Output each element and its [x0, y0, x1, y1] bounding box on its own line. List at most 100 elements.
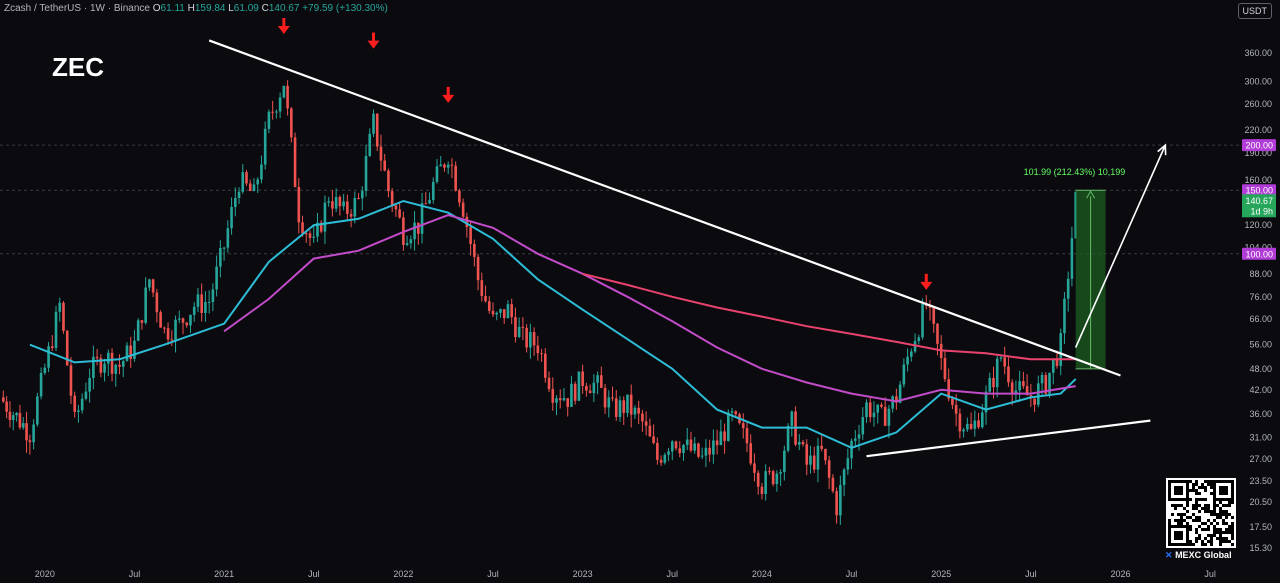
candle [667, 451, 670, 455]
qr-module [1213, 489, 1216, 492]
qr-module [1180, 498, 1183, 501]
target-measure-arrowhead [1086, 190, 1096, 199]
candle [891, 396, 894, 409]
candle [954, 404, 958, 414]
candle [678, 448, 682, 454]
qr-module [1198, 492, 1201, 495]
qr-module [1171, 525, 1174, 528]
qr-module [1225, 540, 1228, 543]
qr-module [1177, 531, 1180, 534]
candle [465, 216, 469, 228]
candle [50, 346, 54, 348]
candle [820, 445, 823, 449]
qr-module [1204, 528, 1207, 531]
candle [69, 365, 73, 396]
qr-module [1180, 480, 1183, 483]
qr-module [1213, 528, 1216, 531]
qr-code-pattern [1168, 480, 1234, 546]
qr-module [1210, 540, 1213, 543]
candle [525, 327, 528, 348]
candle [656, 442, 659, 460]
qr-module [1231, 525, 1234, 528]
qr-module [1192, 504, 1195, 507]
candle [417, 222, 420, 234]
candle [618, 400, 622, 417]
candle [43, 367, 47, 374]
qr-module [1213, 501, 1216, 504]
candle [629, 394, 633, 415]
qr-module [1168, 531, 1171, 534]
qr-module [1210, 486, 1213, 489]
candle [275, 111, 278, 113]
candle [805, 444, 809, 465]
candle [133, 340, 136, 359]
candle [95, 356, 99, 359]
qr-module [1231, 498, 1234, 501]
candle [260, 164, 263, 180]
time-tick-label: Jul [667, 569, 679, 579]
candle [872, 412, 876, 418]
candle [883, 406, 887, 426]
time-axis: 2020 Jul 2021 Jul 2022 Jul 2023 Jul 2024 Jul 2025 J… [0, 564, 1280, 583]
qr-module [1195, 516, 1198, 519]
qr-module [1195, 531, 1198, 534]
qr-module [1201, 507, 1204, 510]
qr-module [1225, 522, 1228, 525]
qr-module [1186, 540, 1189, 543]
qr-module [1195, 498, 1198, 501]
down-arrow-shaft [282, 18, 286, 27]
qr-module [1210, 534, 1213, 537]
price-tick-label: 42.00 [1249, 385, 1272, 395]
candle [865, 402, 868, 418]
candle [398, 209, 401, 218]
qr-module [1195, 504, 1198, 507]
candle [887, 408, 891, 426]
candle [648, 425, 652, 437]
qr-module [1198, 534, 1201, 537]
brand-logo: ✕ MEXC Global [1165, 550, 1232, 561]
candle [1025, 386, 1029, 396]
qr-module [1222, 489, 1225, 492]
qr-module [1222, 486, 1225, 489]
candle [966, 423, 969, 430]
qr-module [1228, 513, 1231, 516]
candle [263, 128, 267, 165]
candle [936, 323, 939, 344]
price-tick-label: 76.00 [1249, 292, 1272, 302]
candle [495, 312, 499, 315]
qr-module [1186, 486, 1189, 489]
candle [297, 186, 301, 223]
qr-module [1222, 492, 1225, 495]
qr-module [1213, 534, 1216, 537]
candle [226, 228, 230, 248]
candle [192, 306, 196, 315]
candle [846, 458, 850, 470]
candle [962, 429, 965, 432]
price-tick-label: 300.00 [1244, 77, 1272, 87]
candle [177, 318, 181, 320]
qr-module [1174, 507, 1177, 510]
qr-module [1168, 540, 1171, 543]
candle [196, 294, 200, 307]
time-tick-label: Jul [308, 569, 320, 579]
candle [2, 397, 5, 402]
qr-module [1222, 519, 1225, 522]
candle [910, 351, 913, 357]
qr-module [1231, 531, 1234, 534]
qr-module [1216, 537, 1219, 540]
qr-module [1231, 528, 1234, 531]
qr-module [1195, 528, 1198, 531]
candle [443, 164, 446, 168]
currency-button[interactable]: USDT [1237, 3, 1272, 19]
candle [943, 357, 947, 380]
qr-module [1219, 531, 1222, 534]
level-label-box [1242, 139, 1276, 152]
trendlines [208, 39, 1167, 458]
qr-module [1183, 525, 1186, 528]
qr-module [1186, 528, 1189, 531]
qr-module [1207, 504, 1210, 507]
candle [47, 346, 50, 368]
qr-module [1174, 543, 1177, 546]
candle [327, 201, 330, 203]
